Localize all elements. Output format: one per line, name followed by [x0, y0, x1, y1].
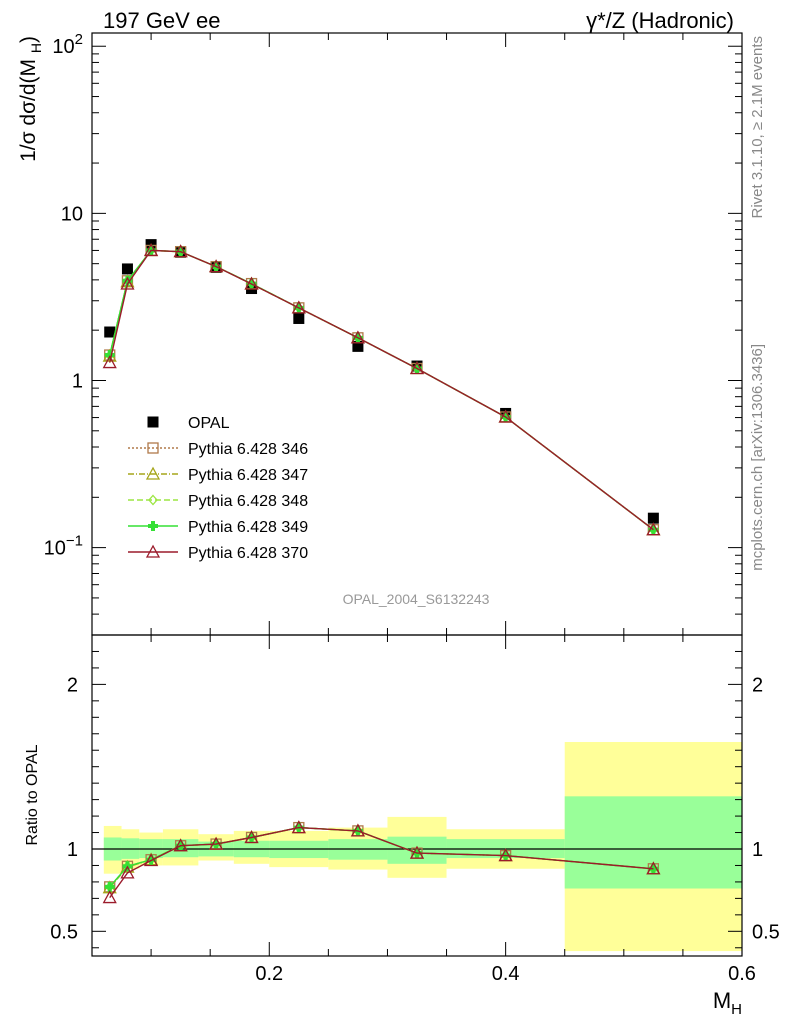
series-pythia-6-428-347	[102, 243, 661, 536]
point-pythia-6-428-370	[244, 276, 259, 290]
series-pythia-6-428-348	[104, 244, 659, 536]
rivet-label: Rivet 3.1.10, ≥ 2.1M events	[749, 36, 766, 219]
point-pythia-6-428-370	[291, 300, 306, 314]
legend-marker-pythia-6-428-347	[145, 466, 161, 480]
series-line-pythia-6-428-348	[109, 249, 654, 531]
legend-label: Pythia 6.428 370	[188, 545, 308, 562]
left-title: 197 GeV ee	[103, 8, 220, 33]
legend-label: OPAL	[188, 415, 230, 432]
ratio-y-tick-label-right: 0.5	[752, 921, 780, 943]
legend-item-pythia-6-428-347: Pythia 6.428 347	[128, 466, 308, 484]
ratio-y-tick-label: 1	[67, 839, 78, 861]
point-pythia-6-428-370	[498, 409, 513, 423]
ratio-point-pythia-6-428-370	[120, 865, 135, 879]
mcplots-label: mcplots.cern.ch [arXiv:1306.3436]	[749, 344, 766, 571]
main-axes: 10−1 1 10 102	[44, 31, 743, 636]
legend-label: Pythia 6.428 348	[188, 493, 308, 510]
ratio-point-pythia-6-428-370	[102, 890, 117, 904]
x-tick-label: 0.4	[492, 963, 520, 985]
watermark: OPAL_2004_S6132243	[343, 591, 490, 607]
ratio-point-pythia-6-428-370	[409, 845, 425, 859]
legend-label: Pythia 6.428 346	[188, 441, 308, 458]
ratio-frame	[91, 634, 743, 957]
y-label-rest: )	[17, 36, 40, 43]
series-line-pythia-6-428-347	[109, 249, 654, 531]
ratio-line-pythia-6-428-370	[109, 826, 654, 899]
ratio-series-pythia-6-428-370	[102, 820, 661, 904]
legend-label: Pythia 6.428 347	[188, 467, 308, 484]
ratio-axes: 0.5 0.5 1 1 2 2 0.2 0.4 0.6	[50, 634, 780, 985]
point-pythia-6-428-370	[350, 330, 366, 344]
main-y-tick-label: 10	[61, 203, 83, 225]
point-pythia-6-428-370	[646, 522, 661, 536]
main-y-tick-label: 10−1	[44, 533, 83, 560]
point-pythia-6-428-370	[409, 361, 425, 375]
legend-marker-pythia-6-428-348	[148, 494, 158, 506]
ratio-point-pythia-6-428-370	[350, 823, 366, 837]
point-pythia-6-428-370	[208, 259, 224, 273]
point-pythia-6-428-349	[122, 275, 133, 286]
point-opal	[121, 263, 133, 275]
point-pythia-6-428-370	[102, 355, 117, 369]
ratio-y-axis-label: Ratio to OPAL	[24, 744, 41, 845]
main-y-axis-label: 1/σ dσ/d(M H)	[17, 36, 44, 162]
main-panel: 10−1 1 10 102 1/σ dσ/d(M H) OPAL_2004_S6132…	[17, 31, 743, 636]
point-opal	[104, 326, 116, 338]
main-y-axis-label-text: 1/σ dσ/d(M	[17, 59, 40, 162]
legend-item-pythia-6-428-348: Pythia 6.428 348	[128, 493, 308, 510]
legend: OPAL Pythia 6.428 346 Pythia 6.428 347 Pyth…	[128, 415, 308, 562]
ratio-y-tick-label: 2	[67, 674, 78, 696]
series-line-pythia-6-428-370	[109, 249, 654, 531]
main-y-tick-label: 1	[72, 370, 83, 392]
legend-marker-pythia-6-428-349	[148, 521, 158, 531]
series-line-pythia-6-428-349	[109, 249, 654, 531]
series-pythia-6-428-349	[104, 245, 659, 535]
legend-item-opal: OPAL	[147, 415, 230, 432]
ratio-point-pythia-6-428-370	[291, 820, 306, 834]
main-plot-content	[102, 239, 661, 536]
point-opal	[293, 312, 305, 324]
y-label-subscript: H	[28, 43, 44, 53]
point-pythia-6-428-349	[104, 350, 115, 361]
series-pythia-6-428-370	[102, 243, 661, 536]
ratio-y-tick-label-right: 1	[752, 839, 763, 861]
ratio-panel: 0.5 0.5 1 1 2 2 0.2 0.4 0.6 Ratio to OPAL MH	[24, 634, 780, 1018]
ratio-y-tick-label-right: 2	[752, 674, 763, 696]
series-pythia-6-428-346	[104, 244, 660, 536]
ratio-y-tick-label: 0.5	[50, 921, 78, 943]
ratio-plot-content	[92, 742, 742, 952]
ratio-point-pythia-6-428-370	[143, 853, 159, 867]
x-tick-label: 0.2	[255, 963, 283, 985]
point-pythia-6-428-370	[120, 276, 135, 290]
legend-label: Pythia 6.428 349	[188, 519, 308, 536]
ratio-point-pythia-6-428-370	[646, 861, 661, 875]
point-opal	[647, 512, 659, 524]
stat-uncertainty-band	[564, 796, 742, 889]
point-pythia-6-428-370	[173, 244, 188, 258]
main-y-tick-label: 102	[52, 31, 83, 58]
legend-marker-opal	[147, 416, 159, 428]
legend-marker-pythia-6-428-346	[147, 442, 159, 454]
ratio-point-pythia-6-428-349	[146, 854, 157, 865]
point-opal	[352, 340, 364, 352]
ratio-point-pythia-6-428-370	[244, 830, 259, 844]
ratio-point-pythia-6-428-349	[104, 881, 115, 892]
series-line-pythia-6-428-346	[109, 249, 654, 531]
right-title: γ*/Z (Hadronic)	[586, 8, 734, 33]
ratio-point-pythia-6-428-370	[498, 848, 513, 862]
legend-item-pythia-6-428-370: Pythia 6.428 370	[128, 544, 308, 562]
ratio-point-pythia-6-428-370	[173, 838, 188, 852]
ratio-point-pythia-6-428-370	[208, 836, 224, 850]
legend-item-pythia-6-428-346: Pythia 6.428 346	[128, 441, 308, 458]
legend-marker-pythia-6-428-370	[145, 544, 161, 558]
point-pythia-6-428-370	[143, 243, 159, 257]
x-axis-label: MH	[713, 988, 742, 1018]
x-tick-label: 0.6	[728, 963, 756, 985]
legend-item-pythia-6-428-349: Pythia 6.428 349	[128, 519, 308, 536]
